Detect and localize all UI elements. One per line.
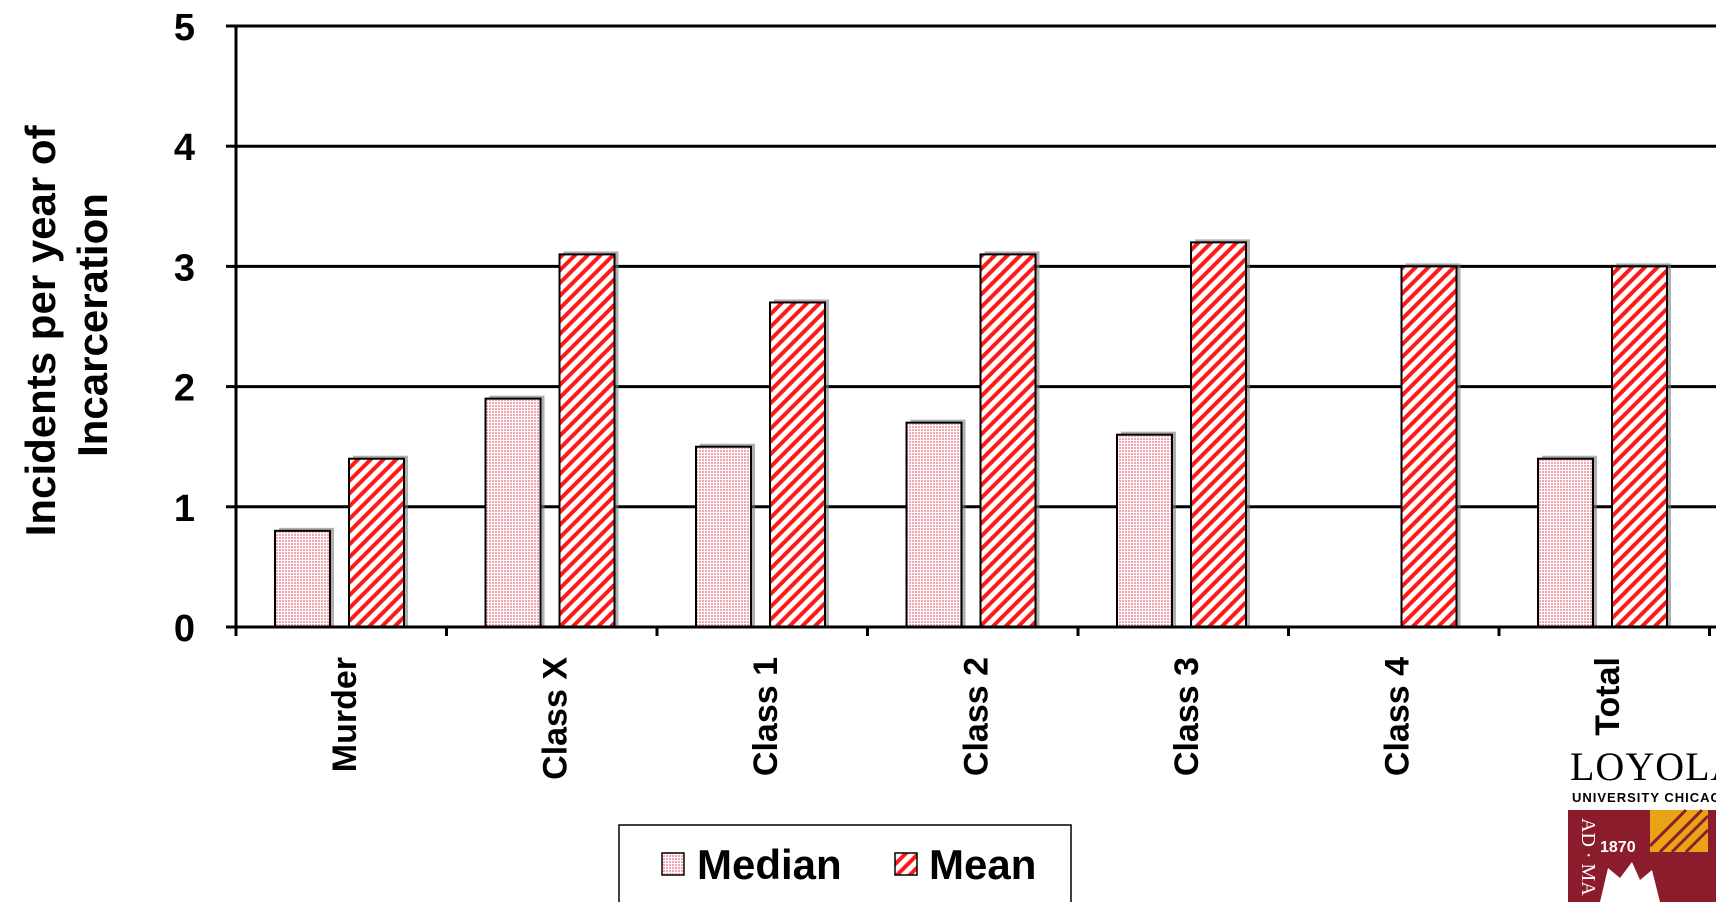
y-axis-title: Incidents per year of Incarceration [17, 114, 116, 536]
bar-median-class-x [484, 397, 542, 628]
bar-mean-class-x [558, 253, 616, 628]
bar-mean-class-2 [979, 253, 1037, 628]
x-tick-label-class-3: Class 3 [1168, 657, 1206, 776]
y-tick-label-4: 4 [174, 127, 195, 169]
bar-mean-murder [348, 457, 405, 628]
bar-median-murder [274, 529, 331, 629]
grid-lines [236, 24, 1716, 509]
bars [274, 239, 1671, 629]
y-tick-label-3: 3 [174, 247, 195, 289]
axes [226, 24, 1716, 636]
x-tick-label-class-x: Class X [537, 657, 575, 780]
bar-median-class-3 [1116, 433, 1173, 628]
x-tick-label-total: Total [1589, 657, 1627, 736]
logo-subtitle: UNIVERSITY CHICAGO [1572, 790, 1716, 805]
y-tick-label-5: 5 [174, 7, 195, 49]
logo-side-text: AD · MA [1577, 818, 1599, 896]
logo-wolves-emblem [1600, 862, 1660, 902]
y-axis-title-line-1: Incidents per year of [17, 124, 64, 536]
logo-year: 1870 [1600, 839, 1636, 856]
legend-label-mean: Mean [929, 841, 1036, 888]
legend-box [618, 824, 1072, 902]
legend-swatch-mean [894, 852, 918, 876]
x-category-labels: Murder Class X Class 1 Class 2 Class 3 Class … [326, 657, 1627, 780]
x-tick-label-class-1: Class 1 [747, 657, 785, 776]
logo-stripe-pattern [1648, 808, 1710, 854]
legend: Median Mean [618, 824, 1072, 902]
bar-median-class-2 [905, 421, 963, 628]
y-tick-label-2: 2 [174, 368, 195, 410]
y-tick-label-0: 0 [174, 608, 195, 650]
y-tick-label-1: 1 [174, 488, 195, 530]
y-tick-labels: 0 1 2 3 4 5 [174, 7, 195, 650]
y-axis-title-line-2: Incarceration [69, 193, 116, 457]
x-tick-label-class-4: Class 4 [1379, 657, 1417, 776]
bar-mean-class-3 [1190, 241, 1247, 629]
bar-mean-class-4 [1400, 265, 1458, 628]
bar-median-class-1 [695, 445, 752, 629]
logo-wordmark: LOYOLA [1570, 744, 1716, 789]
bar-mean-class-1 [769, 301, 826, 628]
university-logo: LOYOLA UNIVERSITY CHICAGO 1870 AD · MA [1568, 744, 1716, 902]
legend-label-median: Median [697, 841, 842, 888]
x-tick-label-murder: Murder [326, 657, 364, 772]
bar-median-total [1537, 457, 1594, 628]
bar-mean-total [1611, 265, 1668, 628]
x-tick-label-class-2: Class 2 [958, 657, 996, 776]
legend-swatch-median [661, 852, 685, 876]
